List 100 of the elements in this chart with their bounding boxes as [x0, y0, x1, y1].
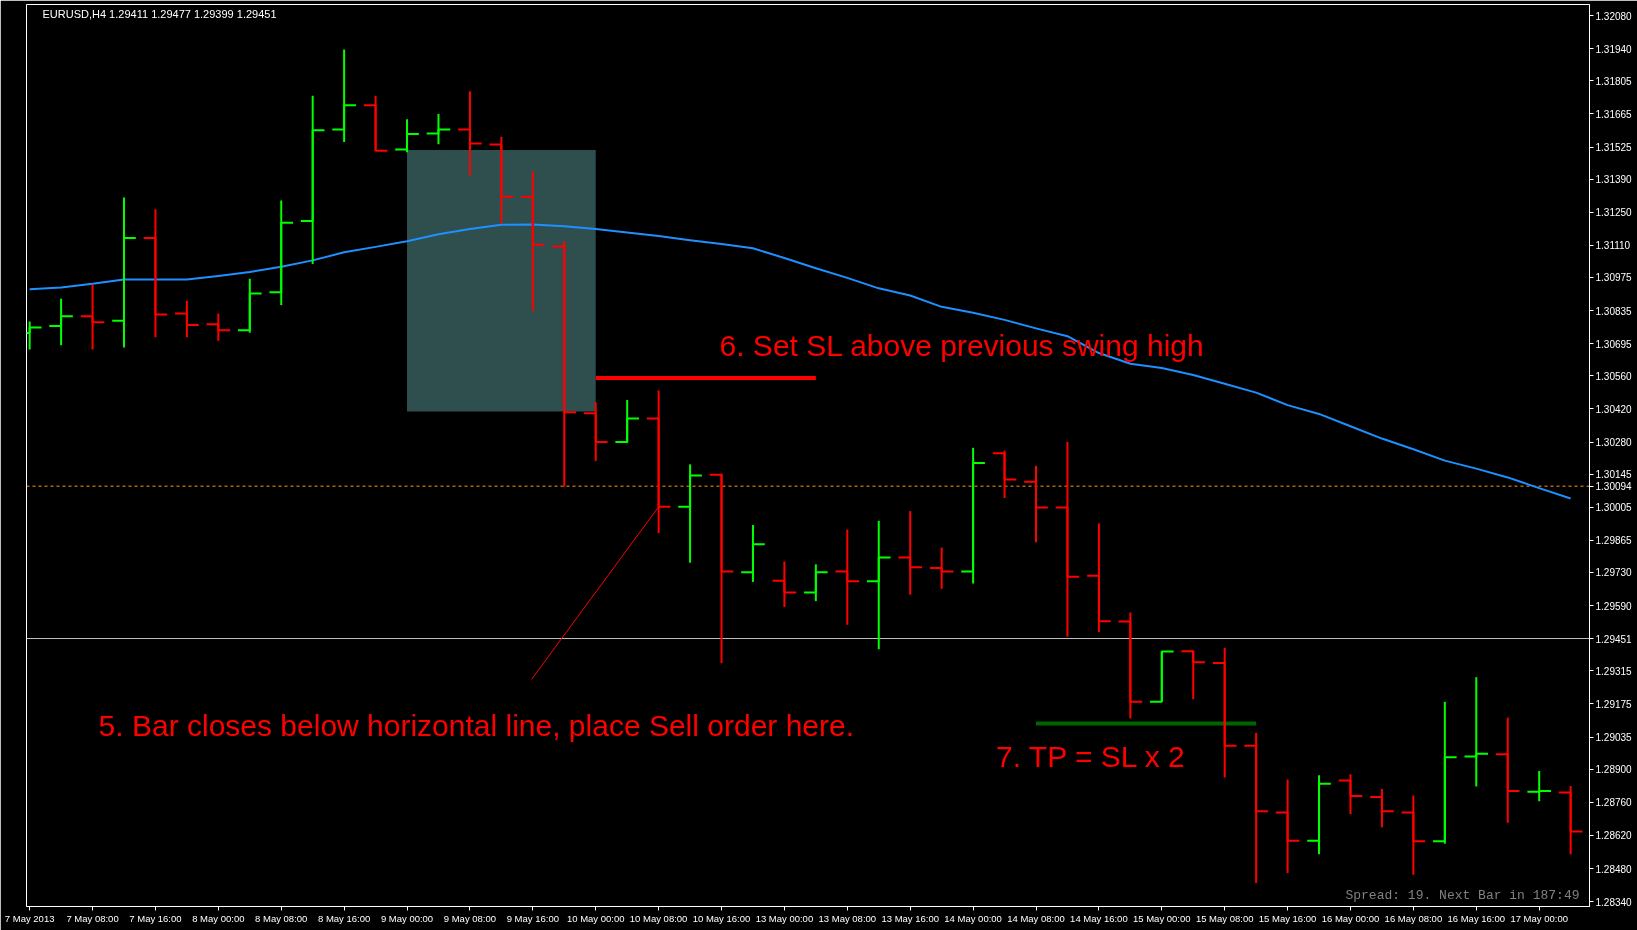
y-tick-label: 1.30280 [1595, 437, 1633, 449]
candlestick [488, 135, 515, 225]
x-tick-label: 13 May 00:00 [755, 912, 814, 924]
x-tick-label: 9 May 16:00 [506, 912, 559, 924]
candlestick [299, 94, 326, 265]
candlestick [205, 312, 232, 342]
candlestick [174, 299, 200, 339]
x-tick-label: 16 May 00:00 [1321, 912, 1380, 924]
line-series [28, 223, 1572, 500]
y-tick-label: 1.30695 [1595, 338, 1633, 350]
candlestick [1557, 784, 1584, 856]
chart-title: EURUSD,H4 1.29411 1.29477 1.29399 1.29451 [42, 7, 277, 20]
x-tick-label: 8 May 00:00 [192, 912, 245, 924]
y-tick-label: 1.28480 [1595, 863, 1633, 875]
y-tick-label: 1.28620 [1595, 830, 1633, 842]
ref-line-label: 1.29451 [1595, 633, 1633, 645]
candlestick [142, 208, 169, 339]
x-tick-label: 13 May 08:00 [818, 912, 877, 924]
y-tick-label: 1.29865 [1595, 535, 1633, 547]
candlestick [677, 463, 703, 564]
candlestick [362, 94, 389, 152]
x-tick-label: 8 May 16:00 [317, 912, 371, 924]
candlestick [425, 112, 452, 146]
x-tick-label: 10 May 08:00 [629, 912, 688, 924]
candlestick [1211, 646, 1238, 779]
x-tick-label: 10 May 00:00 [566, 912, 625, 924]
y-tick-label: 1.31525 [1595, 142, 1633, 154]
x-tick-label: 7 May 08:00 [66, 912, 119, 924]
candlestick [1463, 676, 1490, 788]
candlestick [1432, 700, 1458, 845]
y-tick-label: 1.31805 [1595, 75, 1633, 87]
annotation: Spread: 19. Next Bar in 187:49 [1345, 887, 1580, 903]
candlestick [897, 510, 923, 596]
candlestick [1369, 787, 1395, 829]
y-tick-label: 1.28760 [1595, 797, 1633, 809]
candlestick [614, 398, 640, 444]
candlestick [960, 446, 986, 585]
candlestick [1023, 464, 1049, 544]
candlestick [1494, 716, 1521, 824]
annotation: 5. Bar closes below horizontal line, place Sell order here. [98, 709, 855, 743]
candlestick [834, 528, 861, 626]
candlestick [79, 283, 106, 351]
x-tick-label: 13 May 16:00 [881, 912, 939, 924]
y-tick-label: 1.31390 [1595, 174, 1633, 186]
y-tick-label: 1.30975 [1595, 272, 1633, 284]
candlestick [708, 472, 735, 665]
y-tick-label: 1.30005 [1595, 502, 1633, 514]
ref-line-label: 1.30094 [1595, 481, 1633, 493]
candlestick [236, 277, 263, 334]
y-tick-label: 1.31110 [1595, 240, 1631, 252]
y-tick-label: 1.29175 [1595, 698, 1633, 710]
candlestick [865, 519, 892, 651]
x-tick-label: 16 May 16:00 [1447, 912, 1506, 924]
candlestick [1243, 731, 1269, 885]
x-tick-label: 15 May 16:00 [1258, 912, 1317, 924]
candlestick [1149, 650, 1175, 703]
candlestick [1400, 794, 1427, 876]
candlestick [771, 560, 798, 609]
candlestick [111, 196, 137, 349]
x-tick-label: 15 May 08:00 [1195, 912, 1254, 924]
candlestick [394, 118, 420, 154]
x-tick-label: 7 May 2013 [4, 912, 55, 924]
candlestick [1306, 774, 1332, 856]
candlestick [1086, 522, 1112, 633]
candlestick [520, 170, 546, 313]
candlestick [551, 240, 578, 488]
y-tick-label: 1.32080 [1595, 10, 1633, 22]
candlestick [331, 48, 357, 143]
x-tick-label: 10 May 16:00 [692, 912, 751, 924]
y-tick-label: 1.29035 [1595, 732, 1633, 744]
y-tick-label: 1.29590 [1595, 600, 1633, 612]
y-tick-label: 1.29730 [1595, 567, 1633, 579]
y-tick-label: 1.30420 [1595, 403, 1633, 415]
y-tick-label: 1.29315 [1595, 665, 1633, 677]
candlestick [1117, 611, 1144, 720]
y-tick-label: 1.31940 [1595, 43, 1633, 55]
y-tick-label: 1.28340 [1595, 896, 1633, 908]
candlestick [1054, 440, 1081, 638]
x-tick-label: 8 May 08:00 [255, 912, 308, 924]
y-tick-label: 1.30560 [1595, 370, 1633, 382]
x-tick-label: 17 May 00:00 [1510, 912, 1568, 924]
x-tick-label: 14 May 00:00 [944, 912, 1002, 924]
y-tick-label: 1.30145 [1595, 469, 1633, 481]
candlestick [928, 546, 955, 590]
x-tick-label: 14 May 08:00 [1007, 912, 1065, 924]
y-tick-label: 1.31250 [1595, 207, 1633, 219]
x-tick-label: 9 May 08:00 [443, 912, 497, 924]
candlestick [1180, 649, 1207, 701]
candlestick [268, 199, 295, 307]
y-tick-label: 1.31665 [1595, 108, 1633, 120]
x-tick-label: 15 May 00:00 [1133, 912, 1191, 924]
candlestick [457, 90, 483, 177]
candlestick [991, 449, 1018, 500]
x-tick-label: 16 May 08:00 [1384, 912, 1443, 924]
candlestick [803, 563, 829, 603]
annotation: 7. TP = SL x 2 [996, 740, 1185, 774]
candlestick [582, 401, 609, 463]
candlestick [48, 297, 74, 347]
candlestick [740, 524, 766, 583]
y-tick-label: 1.30835 [1595, 305, 1633, 317]
